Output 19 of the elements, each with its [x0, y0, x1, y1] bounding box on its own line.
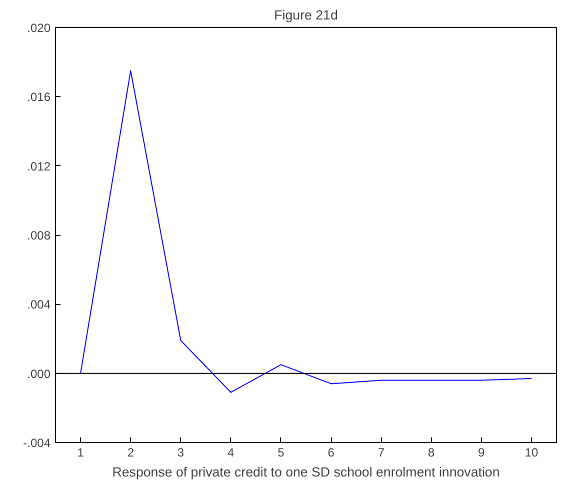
y-tick-label: .020	[27, 21, 51, 35]
y-tick-label: -.004	[23, 436, 51, 450]
y-tick-label: .016	[27, 90, 51, 104]
y-tick-label: .004	[27, 298, 51, 312]
x-tick-label: 9	[478, 446, 486, 460]
y-tick-label: .012	[27, 159, 51, 174]
x-tick-label: 5	[278, 446, 285, 460]
x-axis-title: Response of private credit to one SD school enrolment innovation	[112, 464, 500, 480]
x-tick-label: 3	[177, 446, 184, 460]
x-tick-label: 10	[524, 446, 538, 460]
x-tick-label: 4	[228, 446, 235, 460]
y-tick-label: .008	[27, 228, 51, 242]
x-tick-label: 2	[127, 446, 134, 460]
chart-title: Figure 21d	[274, 8, 338, 22]
x-tick-label: 6	[328, 446, 335, 460]
x-tick-label: 7	[378, 446, 385, 460]
x-tick-label: 8	[428, 446, 435, 460]
y-tick-label: .000	[27, 366, 51, 381]
x-tick-label: 1	[77, 446, 84, 460]
